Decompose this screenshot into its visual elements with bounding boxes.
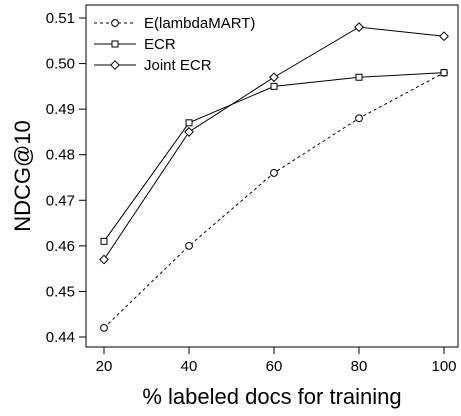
data-point [354,22,364,33]
x-tick-label: 20 [96,358,113,375]
legend: E(lambdaMART) ECR Joint ECR [94,15,255,74]
y-tick-label: 0.50 [46,56,75,73]
data-point [439,31,449,42]
y-tick-label: 0.49 [46,101,75,118]
data-point [99,254,109,265]
legend-label: ECR [144,36,176,53]
legend-label: E(lambdaMART) [144,15,255,32]
data-point [270,82,278,90]
series-layer [99,22,449,332]
y-tick-label: 0.44 [46,329,75,346]
series-joint-ecr [99,22,449,265]
data-point [270,169,278,177]
plot-frame [85,4,459,348]
x-tick-label: 40 [181,358,198,375]
y-axis: 0.44 0.45 0.46 0.47 0.48 0.49 0.50 0.51 [46,10,86,346]
data-point [185,119,193,127]
series-line [103,72,445,329]
x-tick-label: 80 [351,358,368,375]
data-point [355,114,363,123]
x-tick-label: 60 [266,358,283,375]
legend-label: Joint ECR [144,57,212,74]
data-point [185,241,193,250]
x-tick-label: 100 [431,358,456,375]
data-point [269,72,279,83]
data-point [355,73,363,81]
series-line [103,72,445,242]
legend-marker [111,40,119,48]
data-point [100,323,108,332]
data-point [440,69,448,77]
legend-item: ECR [94,36,176,53]
x-axis: 20 40 60 80 100 [96,347,457,375]
y-axis-title: NDCG@10 [10,120,35,232]
legend-marker [110,60,120,70]
y-tick-label: 0.46 [46,238,75,255]
y-tick-label: 0.45 [46,283,75,300]
legend-item: E(lambdaMART) [94,15,255,32]
legend-item: Joint ECR [94,57,212,74]
y-tick-label: 0.47 [46,192,75,209]
series-e-lambdamart [100,68,448,332]
y-tick-label: 0.51 [46,10,75,27]
data-point [184,127,194,137]
y-tick-label: 0.48 [46,147,75,164]
series-ecr [100,69,448,245]
data-point [100,237,108,245]
x-axis-title: % labeled docs for training [142,384,401,409]
legend-marker [111,19,119,27]
